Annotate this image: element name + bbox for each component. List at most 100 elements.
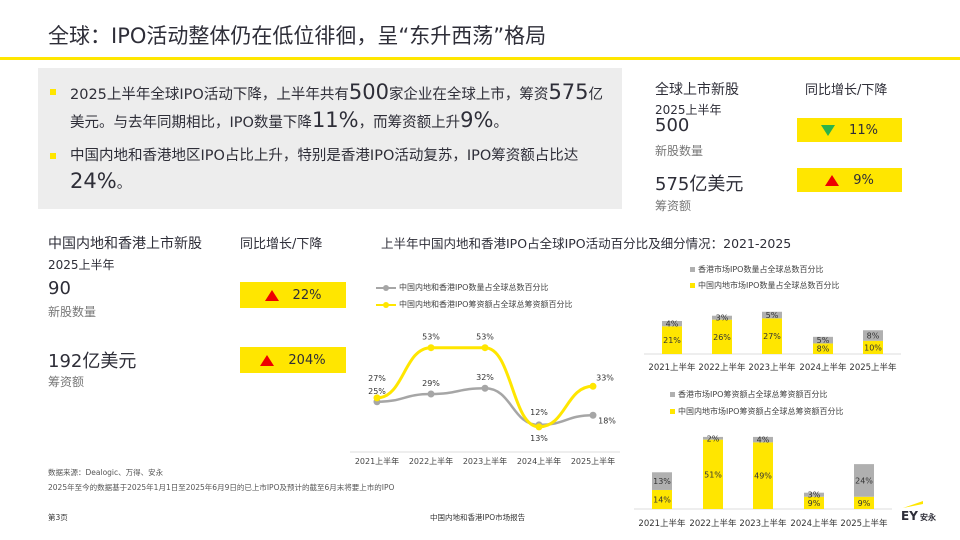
report-name: 中国内地和香港IPO市场报告 [430, 513, 526, 522]
bar-segment [753, 436, 773, 443]
bar-segment [703, 436, 723, 440]
bar-label: 26% [713, 333, 731, 342]
bar-label: 49% [754, 472, 772, 481]
bar-label: 13% [653, 477, 671, 486]
data-label: 33% [596, 373, 614, 382]
up-arrow-icon [264, 289, 279, 301]
highlight-number: 9% [460, 108, 494, 132]
china-count: 90 [48, 278, 71, 299]
x-tick-label: 2024上半年 [517, 456, 561, 466]
bar-label: 10% [864, 343, 882, 352]
text: ，而筹资额上升 [358, 115, 461, 131]
data-label: 13% [530, 434, 548, 443]
bar2-legend-mainland: 中国内地市场IPO筹资额占全球总筹资额百分比 [670, 406, 843, 417]
x-tick-label: 2022上半年 [409, 456, 453, 466]
bar-label: 5% [766, 311, 779, 320]
bar-segment [863, 330, 883, 341]
legend-swatch-icon [690, 267, 695, 272]
legend-label: 中国内地市场IPO筹资额占全球总筹资额百分比 [678, 407, 844, 416]
data-label: 18% [598, 416, 616, 425]
global-count-change: 11% [797, 118, 902, 142]
change-value: 11% [849, 122, 878, 138]
change-value: 204% [288, 352, 326, 368]
bar-segment [662, 321, 682, 327]
data-label: 32% [476, 373, 494, 382]
x-tick-label: 2024上半年 [799, 362, 847, 373]
bar-label: 8% [867, 332, 880, 341]
title-divider [0, 57, 960, 60]
bar-segment [854, 464, 874, 497]
line-legend-amount: 中国内地和香港IPO筹资额占全球总筹资额百分比 [376, 299, 572, 310]
x-tick-label: 2025上半年 [840, 518, 888, 529]
text: 亿美元。与去年同期相比，IPO数量下降 [70, 87, 604, 131]
svg-text:安永: 安永 [920, 512, 936, 522]
x-tick-label: 2025上半年 [571, 456, 615, 466]
data-label: 29% [422, 379, 440, 388]
bar-label: 2% [707, 434, 720, 443]
x-tick-label: 2023上半年 [748, 362, 796, 373]
bar-segment [762, 311, 782, 319]
china-period: 2025上半年 [48, 258, 115, 272]
bar-label: 4% [757, 436, 770, 445]
china-amount: 192亿美元 [48, 351, 137, 372]
data-point [481, 344, 489, 352]
x-tick-label: 2021上半年 [648, 362, 696, 373]
charts-title: 上半年中国内地和香港IPO占全球IPO活动百分比及细分情况：2021-2025 [381, 236, 792, 251]
global-amount: 575亿美元 [655, 174, 744, 195]
summary-bullet-2: 中国内地和香港地区IPO占比上升，特别是香港IPO活动复苏，IPO筹资额占比达 2… [50, 144, 610, 197]
data-label: 25% [368, 387, 386, 396]
global-amount-change: 9% [797, 168, 902, 192]
highlight-number: 11% [311, 108, 359, 132]
bar-segment [854, 496, 874, 509]
text: 家企业在全球上市，筹资 [388, 87, 549, 103]
bar-segment [652, 489, 672, 509]
bar-segment [762, 318, 782, 354]
series-line [376, 386, 594, 427]
down-arrow-icon [821, 124, 836, 136]
data-point [427, 344, 435, 352]
x-tick-label: 2024上半年 [790, 518, 838, 529]
china-count-change: 22% [240, 282, 346, 308]
legend-swatch-icon [690, 283, 695, 288]
china-amount-label: 筹资额 [48, 375, 85, 389]
highlight-number: 500 [348, 80, 389, 104]
data-label: 53% [422, 333, 440, 342]
global-period: 2025上半年 [655, 103, 722, 117]
highlight-number: 24% [70, 169, 117, 193]
bar-label: 21% [663, 336, 681, 345]
text: 中国内地和香港地区IPO占比上升，特别是香港IPO活动复苏，IPO筹资额占比达 [70, 148, 579, 164]
x-tick-label: 2023上半年 [739, 518, 787, 529]
bar-segment [712, 319, 732, 354]
x-tick-label: 2022上半年 [689, 518, 737, 529]
page-number: 第3页 [48, 513, 68, 522]
data-label: 53% [476, 333, 494, 342]
data-point [373, 394, 381, 402]
china-change-heading: 同比增长/下降 [240, 237, 323, 252]
page-title: 全球：IPO活动整体仍在低位徘徊，呈“东升西荡”格局 [48, 24, 547, 48]
legend-label: 香港市场IPO数量占全球总数百分比 [698, 265, 824, 274]
bar-segment [712, 315, 732, 320]
summary-bullet-1: 2025上半年全球IPO活动下降，上半年共有500家企业在全球上市，筹资575亿… [50, 80, 610, 136]
global-heading: 全球上市新股 [655, 82, 739, 98]
ey-logo: EY 安永 [899, 500, 944, 526]
global-count: 500 [655, 115, 690, 136]
bar-label: 8% [817, 345, 830, 354]
data-point [481, 384, 489, 392]
bar-segment [804, 496, 824, 509]
bar-label: 51% [704, 470, 722, 479]
legend-label: 香港市场IPO筹资额占全球总筹资额百分比 [678, 390, 828, 399]
up-arrow-icon [825, 174, 840, 186]
bar-label: 4% [666, 320, 679, 329]
summary-box: 2025上半年全球IPO活动下降，上半年共有500家企业在全球上市，筹资575亿… [38, 68, 622, 209]
bar-label: 3% [808, 491, 821, 500]
legend-swatch-icon [670, 392, 675, 397]
bar-label: 9% [858, 499, 871, 508]
bar-segment [804, 492, 824, 497]
bar-segment [753, 442, 773, 509]
legend-gray-marker-icon [376, 284, 396, 291]
x-tick-label: 2023上半年 [463, 456, 507, 466]
change-value: 22% [292, 287, 322, 303]
bar-label: 3% [716, 314, 729, 323]
up-arrow-icon [260, 354, 275, 366]
bar-label: 9% [808, 499, 821, 508]
